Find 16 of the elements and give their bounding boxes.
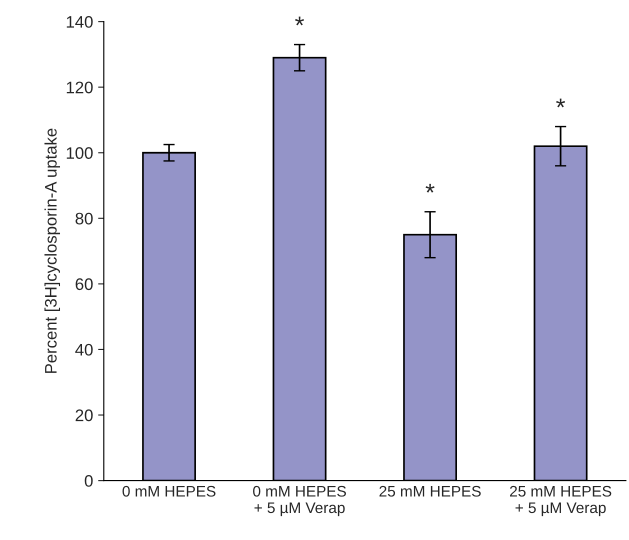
y-axis-title: Percent [3H]cyclosporin-A uptake bbox=[44, 128, 60, 373]
x-tick-label: 25 mM HEPES + 5 µM Verap bbox=[510, 486, 612, 516]
y-tick-label: 100 bbox=[66, 147, 93, 159]
y-tick-label: 120 bbox=[66, 82, 93, 94]
y-tick-label: 40 bbox=[75, 344, 93, 356]
y-tick-label: 0 bbox=[84, 475, 93, 487]
y-tick-label: 140 bbox=[66, 16, 93, 28]
annotation: * bbox=[295, 16, 304, 26]
y-tick-label: 60 bbox=[76, 278, 93, 290]
y-tick-label: 20 bbox=[76, 409, 93, 422]
x-tick-label: 25 mM HEPES bbox=[379, 486, 481, 497]
x-tick-label: 0 mM HEPES + 5 µM Verap bbox=[253, 486, 346, 516]
annotation: * bbox=[426, 184, 435, 193]
y-tick-label: 80 bbox=[76, 212, 93, 225]
x-tick-label: 0 mM HEPES bbox=[122, 486, 216, 497]
annotation: * bbox=[556, 98, 566, 108]
